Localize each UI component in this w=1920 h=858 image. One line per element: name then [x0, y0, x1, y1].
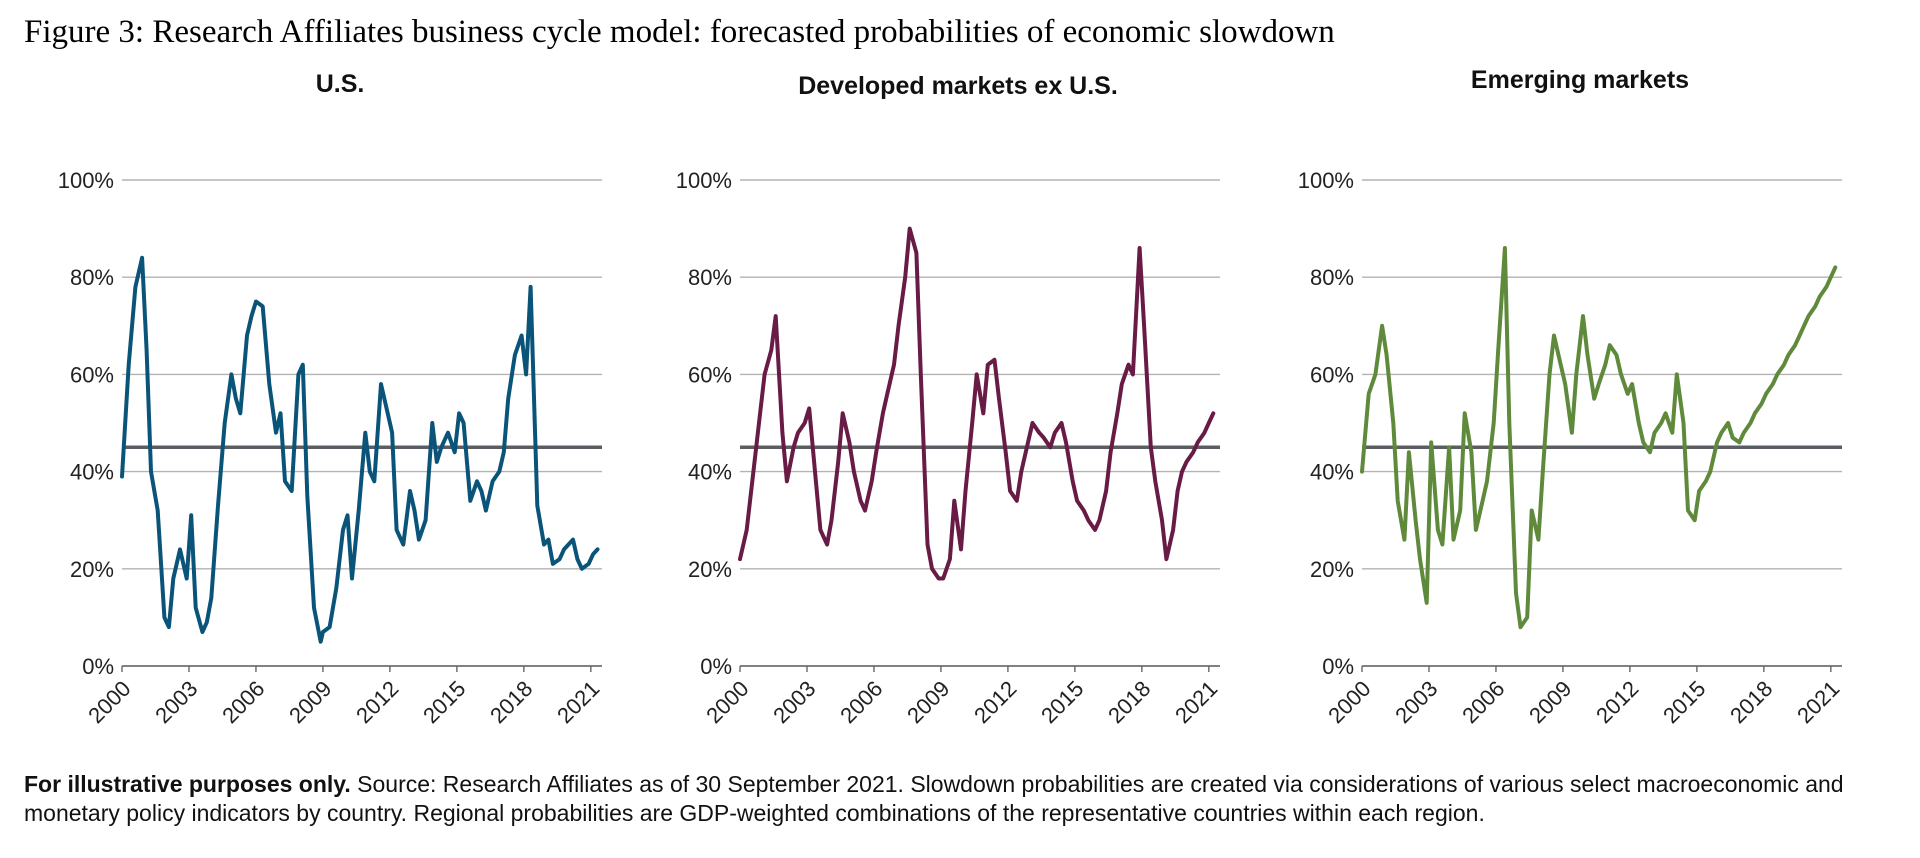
x-tick-label: 2000: [83, 676, 135, 728]
x-tick-label: 2003: [150, 676, 202, 728]
y-tick-label: 60%: [1310, 362, 1354, 387]
x-tick-label: 2018: [1725, 676, 1777, 728]
x-tick-label: 2003: [768, 676, 820, 728]
y-tick-label: 100%: [676, 168, 732, 193]
x-tick-label: 2000: [1323, 676, 1375, 728]
chart-title-us: U.S.: [315, 70, 365, 98]
x-tick-label: 2021: [1170, 676, 1222, 728]
x-tick-label: 2021: [1792, 676, 1844, 728]
y-tick-label: 60%: [70, 362, 114, 387]
x-tick-label: 2018: [1103, 676, 1155, 728]
chart-panel-developed: Developed markets ex U.S. 0% 20% 40% 60% 80%…: [648, 70, 1268, 750]
y-tick-label: 80%: [1310, 265, 1354, 290]
x-tick-label: 2006: [1457, 676, 1509, 728]
x-tick-label: 2015: [1036, 676, 1088, 728]
x-tick-label: 2006: [217, 676, 269, 728]
y-tick-label: 0%: [1322, 654, 1354, 679]
chart-title-developed: Developed markets ex U.S.: [798, 72, 1118, 100]
chart-svg-developed: 0% 20% 40% 60% 80% 100% 2000 2003 2006 2009 2012 20…: [676, 168, 1223, 728]
x-tick-label: 2012: [351, 676, 403, 728]
figure-title: Figure 3: Research Affiliates business c…: [24, 14, 1335, 50]
x-tick-label: 2009: [284, 676, 336, 728]
y-tick-label: 80%: [688, 265, 732, 290]
x-tick-label: 2000: [701, 676, 753, 728]
x-tick-label: 2012: [969, 676, 1021, 728]
y-tick-label: 40%: [688, 460, 732, 485]
y-tick-label: 0%: [82, 654, 114, 679]
series-line: [1360, 246, 1838, 630]
y-tick-label: 20%: [688, 557, 732, 582]
x-tick-label: 2006: [835, 676, 887, 728]
y-tick-label: 60%: [688, 362, 732, 387]
chart-panel-emerging: Emerging markets 0% 20% 40% 60% 80% 100% 2000 2…: [1270, 66, 1890, 750]
y-tick-label: 40%: [1310, 460, 1354, 485]
x-tick-label: 2003: [1390, 676, 1442, 728]
footnote-text: Source: Research Affiliates as of 30 Sep…: [24, 771, 1844, 826]
y-tick-label: 20%: [1310, 557, 1354, 582]
x-tick-label: 2021: [552, 676, 604, 728]
x-tick-label: 2018: [485, 676, 537, 728]
x-tick-label: 2015: [418, 676, 470, 728]
y-tick-label: 0%: [700, 654, 732, 679]
x-tick-label: 2009: [1524, 676, 1576, 728]
y-tick-label: 100%: [1298, 168, 1354, 193]
x-tick-label: 2009: [902, 676, 954, 728]
chart-svg-emerging: 0% 20% 40% 60% 80% 100% 2000 2003 2006 2009 2012 20…: [1298, 168, 1845, 728]
y-tick-label: 100%: [58, 168, 114, 193]
y-tick-label: 80%: [70, 265, 114, 290]
x-tick-label: 2015: [1658, 676, 1710, 728]
y-tick-label: 40%: [70, 460, 114, 485]
chart-title-emerging: Emerging markets: [1470, 66, 1690, 94]
footnote-bold: For illustrative purposes only.: [24, 771, 351, 797]
y-tick-label: 20%: [70, 557, 114, 582]
series-line: [738, 226, 1216, 581]
x-tick-label: 2012: [1591, 676, 1643, 728]
series-line: [120, 255, 600, 644]
chart-panel-us: U.S. 0% 20% 40% 60% 80% 100% 2000 2003 2006 2009 2…: [30, 70, 650, 750]
chart-svg-us: 0% 20% 40% 60% 80% 100% 2000 2003 2006 2009 2012 20…: [58, 168, 605, 728]
footnote: For illustrative purposes only. Source: …: [24, 770, 1904, 828]
